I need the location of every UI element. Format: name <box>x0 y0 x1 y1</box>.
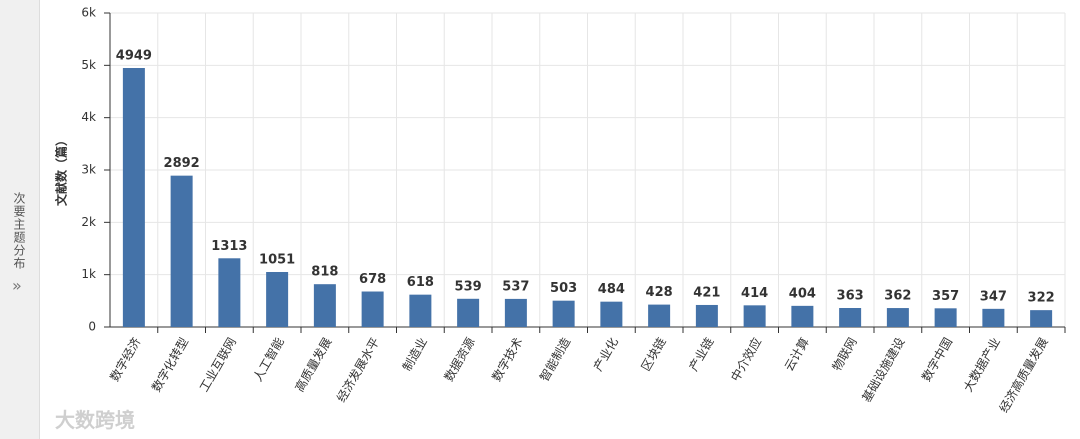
x-tick-label: 产业链 <box>686 335 717 374</box>
bar <box>457 298 480 327</box>
value-label: 537 <box>502 279 529 294</box>
value-label: 322 <box>1028 291 1055 306</box>
value-label: 1313 <box>211 239 247 254</box>
x-tick-label: 物联网 <box>830 335 860 373</box>
x-tick-label: 大数据产业 <box>960 335 1003 394</box>
y-tick-label: 0 <box>88 320 96 334</box>
bar <box>504 298 527 327</box>
x-tick-label: 基础设施建设 <box>859 335 907 404</box>
y-axis-label: 文献数（篇） <box>54 134 69 206</box>
bar <box>266 271 289 327</box>
y-tick-label: 6k <box>81 6 96 20</box>
bar <box>886 308 909 327</box>
x-tick-label: 智能制造 <box>536 335 573 384</box>
value-label: 347 <box>980 289 1007 304</box>
value-label: 678 <box>359 272 386 287</box>
bar <box>743 305 766 327</box>
bar <box>122 68 145 328</box>
bar <box>648 304 671 327</box>
x-tick-label: 中介效应 <box>727 335 764 384</box>
y-tick-label: 1k <box>81 267 96 281</box>
bar <box>1030 310 1053 327</box>
value-label: 4949 <box>116 49 152 64</box>
x-tick-label: 制造业 <box>400 335 430 373</box>
value-label: 1051 <box>259 252 295 267</box>
value-label: 404 <box>789 286 816 301</box>
value-label: 421 <box>693 285 720 300</box>
bar <box>409 294 432 327</box>
x-tick-label: 云计算 <box>781 335 812 374</box>
value-label: 818 <box>311 265 338 280</box>
x-tick-label: 数字技术 <box>489 335 526 384</box>
value-label: 2892 <box>164 156 200 171</box>
bar <box>170 175 193 327</box>
bar <box>552 300 575 327</box>
x-tick-label: 人工智能 <box>250 335 287 384</box>
x-tick-label: 高质量发展 <box>292 335 335 394</box>
y-tick-label: 4k <box>81 110 96 124</box>
value-label: 539 <box>455 279 482 294</box>
x-tick-label: 经济发展水平 <box>333 335 382 405</box>
sidebar[interactable]: 次要主题分布 » <box>0 0 40 439</box>
value-label: 357 <box>932 289 959 304</box>
sidebar-toggle[interactable]: » <box>12 276 22 295</box>
x-tick-label: 工业互联网 <box>197 335 239 394</box>
bar <box>313 284 336 327</box>
x-tick-label: 经济高质量发展 <box>996 335 1051 415</box>
sidebar-title: 次要主题分布 <box>12 192 26 270</box>
bar <box>695 304 718 327</box>
x-tick-label: 区块链 <box>638 335 669 374</box>
value-label: 363 <box>837 289 864 304</box>
value-label: 618 <box>407 275 434 290</box>
bar <box>791 305 814 327</box>
y-tick-label: 5k <box>81 58 96 72</box>
value-label: 503 <box>550 281 577 296</box>
x-tick-label: 数字经济 <box>107 335 144 384</box>
bar <box>934 308 957 327</box>
value-label: 484 <box>598 282 625 297</box>
bar <box>982 308 1005 327</box>
value-label: 428 <box>646 285 673 300</box>
x-tick-label: 产业化 <box>591 335 621 373</box>
y-tick-label: 2k <box>81 215 96 229</box>
bar <box>600 301 623 327</box>
value-label: 414 <box>741 286 768 301</box>
x-tick-label: 数字化转型 <box>148 335 191 394</box>
x-tick-label: 数字中国 <box>918 335 955 384</box>
y-tick-label: 3k <box>81 163 96 177</box>
bar <box>839 308 862 327</box>
value-label: 362 <box>884 289 911 304</box>
bar <box>361 291 384 327</box>
bar <box>218 258 241 327</box>
watermark: 大数跨境 <box>55 408 135 432</box>
x-tick-label: 数据资源 <box>441 335 478 384</box>
